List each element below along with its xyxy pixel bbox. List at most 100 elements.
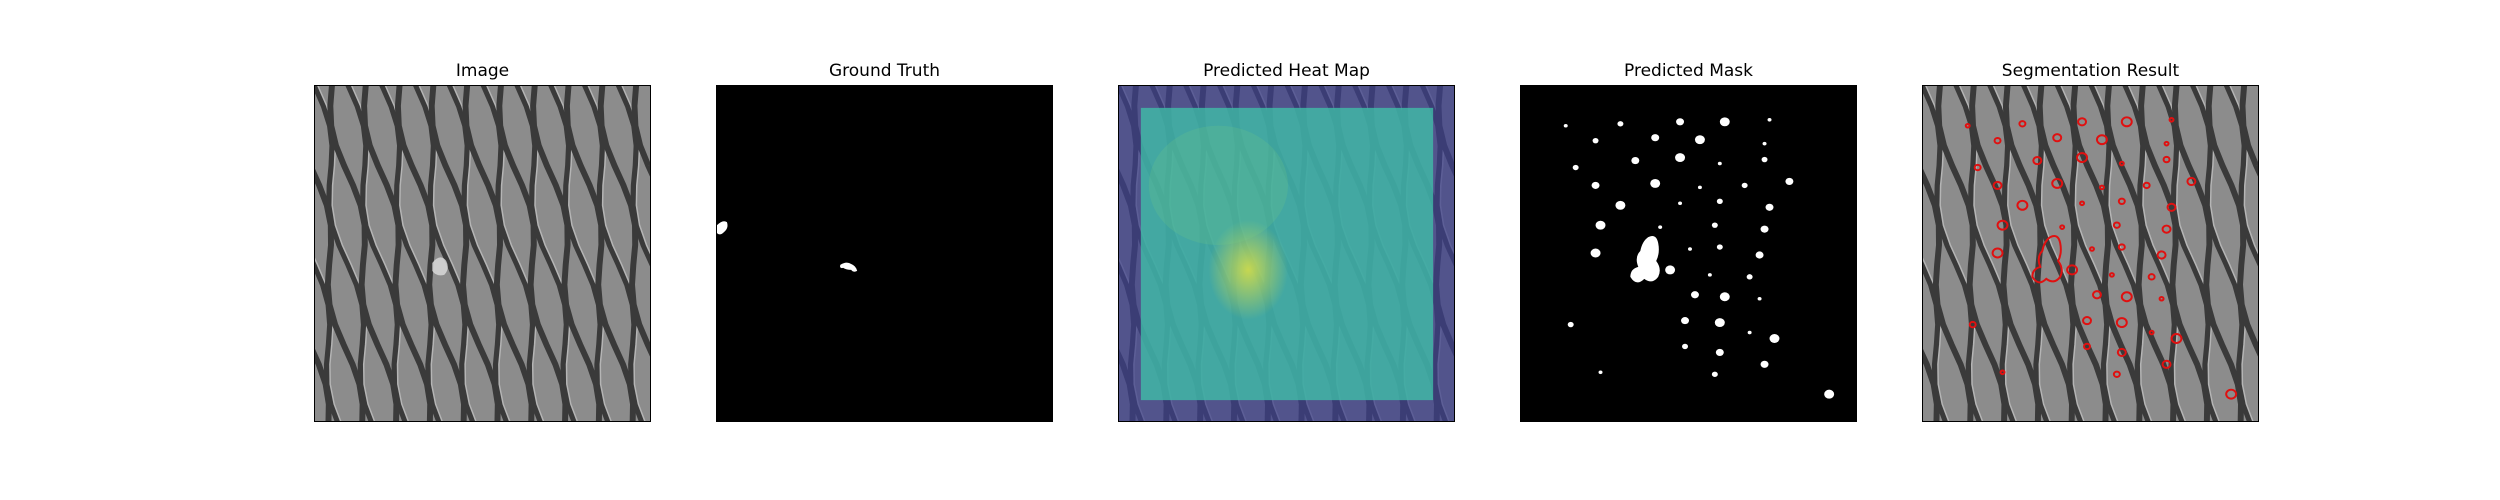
panel-title-ground-truth: Ground Truth (828, 61, 941, 81)
contour-dot (2161, 224, 2172, 234)
mask-blob (1615, 200, 1626, 210)
contour-dot (2161, 359, 2172, 369)
contour-dot (2082, 316, 2092, 326)
contour-dot (2112, 221, 2121, 229)
mask-blob (1707, 273, 1712, 277)
contour-dot (1973, 163, 1982, 172)
mask-blob (1676, 118, 1685, 126)
mask-blob (1747, 330, 1752, 335)
contour-dot (2076, 152, 2089, 164)
contour-dot (2059, 224, 2066, 230)
mask-blob (1716, 198, 1723, 204)
contour-dot (2156, 250, 2167, 260)
mask-blob (1757, 296, 1762, 301)
contour-dot (2016, 199, 2029, 211)
mask-blob (1785, 177, 1794, 186)
panel-ground-truth (716, 85, 1053, 422)
mask-blob (1719, 292, 1730, 302)
mask-blob (1567, 321, 1574, 328)
contour-dot (2120, 116, 2133, 128)
predicted-mask-canvas (1521, 86, 1856, 421)
mask-blob (1675, 153, 1686, 163)
contour-dot (2018, 120, 2027, 128)
mesh-strand (315, 258, 341, 421)
mask-blob (1824, 389, 1835, 399)
mask-blob (1697, 185, 1702, 190)
contour-dot (2163, 140, 2170, 147)
mask-blob (1746, 274, 1753, 280)
mask-blob (1617, 121, 1624, 127)
contour-dot (2148, 329, 2155, 336)
mask-blob (1651, 134, 1660, 142)
mask-blob (1650, 178, 1661, 188)
contour-dot (2115, 317, 2128, 329)
mask-blob (1572, 164, 1579, 171)
defect-spot (432, 257, 448, 276)
mask-blob (1595, 220, 1606, 230)
contour-dot (2083, 342, 2091, 351)
mask-blob (1592, 137, 1599, 144)
contour-dot (2095, 134, 2108, 146)
mask-blob (1765, 203, 1774, 211)
mask-blob (1690, 291, 1699, 299)
mask-blob (1715, 348, 1724, 356)
contour-dot (2120, 291, 2133, 303)
contour-dot (1964, 122, 1971, 129)
panel-title-image: Image (455, 61, 510, 81)
contour-dot (2116, 347, 2127, 357)
contour-dot (2168, 117, 2175, 123)
mask-blob (1711, 371, 1718, 377)
contour-dots (1964, 116, 2238, 400)
mask-blob (1767, 118, 1772, 122)
contour-dot (1993, 136, 2002, 145)
contour-dot (2098, 184, 2105, 191)
mask-blob (1563, 123, 1568, 128)
contour-dot (2117, 197, 2126, 205)
mask-blob (1760, 225, 1769, 233)
mesh-strand (597, 86, 650, 357)
mask-blob (1719, 117, 1730, 127)
contour-dot (1999, 369, 2006, 376)
contour-dot (2147, 273, 2156, 281)
mask-blob (1682, 343, 1689, 350)
mask-blob (1694, 135, 1705, 145)
mask-blob (1760, 360, 1769, 368)
gt-region-left (717, 221, 728, 235)
mask-blob (1711, 222, 1718, 228)
heat-map-canvas (1119, 86, 1454, 421)
panel-title-predicted-mask: Predicted Mask (1624, 61, 1753, 81)
contour-dot (2117, 243, 2126, 251)
mask-blob (1714, 318, 1725, 328)
mask-blob (1678, 201, 1683, 206)
mask-blob (1717, 161, 1722, 166)
contour-dot (1991, 247, 2004, 259)
mask-blob (1665, 265, 1676, 275)
contour-dot (1996, 219, 2009, 231)
contour-dot (2166, 202, 2177, 212)
mesh-strand (2239, 86, 2258, 177)
segmentation-canvas (1923, 86, 2258, 421)
contour-dot (2118, 160, 2125, 167)
panel-title-heat-map: Predicted Heat Map (1203, 61, 1370, 81)
mask-blob (1761, 156, 1768, 163)
mask-blob (1598, 370, 1603, 375)
mesh-pattern (1923, 86, 2258, 421)
contour-dot (2158, 295, 2165, 302)
mask-blobs (1563, 117, 1835, 399)
contour-dot (2170, 333, 2183, 344)
mask-blob (1755, 251, 1764, 259)
contour-dot (2089, 246, 2095, 252)
panel-predicted-mask (1520, 85, 1857, 422)
contour-dot (2225, 388, 2238, 400)
gt-region-center (840, 262, 858, 272)
image-canvas (315, 86, 650, 421)
panel-image (314, 85, 651, 422)
heat-warm-area (1148, 125, 1288, 246)
contour-dot (2052, 133, 2063, 143)
mask-blob (1591, 181, 1600, 189)
mesh-strand-highlight (1923, 257, 1950, 421)
contour-dot (2162, 155, 2171, 164)
contour-dot (2108, 272, 2115, 278)
contour-main (2031, 234, 2063, 284)
